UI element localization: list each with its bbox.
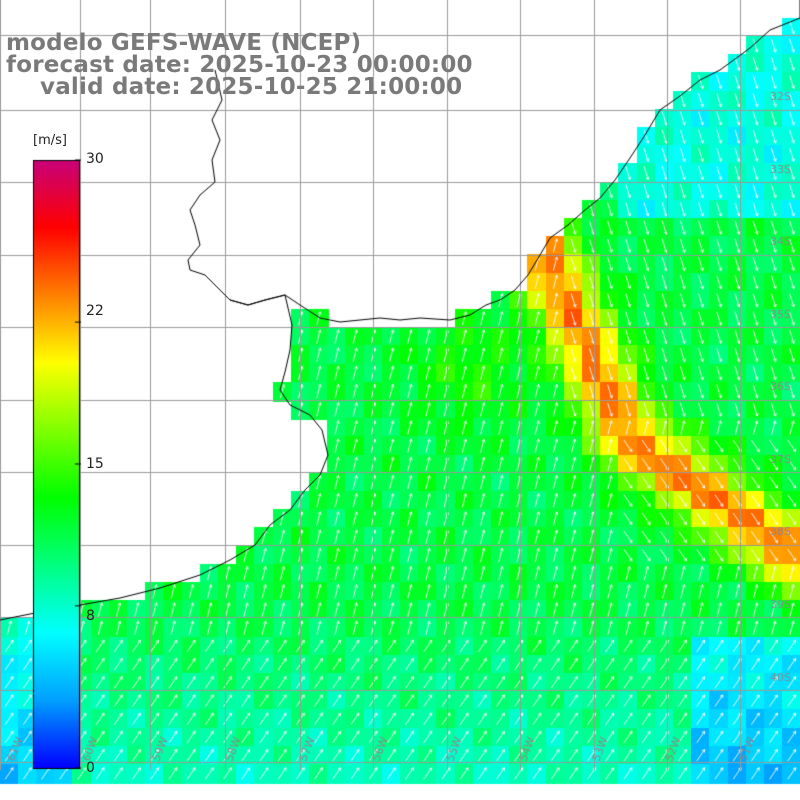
valid-date: valid date: 2025-10-25 21:00:00 (40, 74, 463, 100)
colorbar-tick-0: 0 (86, 760, 95, 776)
model-title: modelo GEFS-WAVE (NCEP) (6, 30, 362, 56)
colorbar-tick-22: 22 (86, 303, 104, 319)
colorbar-unit: [m/s] (33, 133, 67, 148)
forecast-date: forecast date: 2025-10-23 00:00:00 (6, 52, 473, 78)
colorbar-tick-30: 30 (86, 151, 104, 167)
colorbar-tick-8: 8 (86, 608, 95, 624)
colorbar-tick-15: 15 (86, 456, 104, 472)
